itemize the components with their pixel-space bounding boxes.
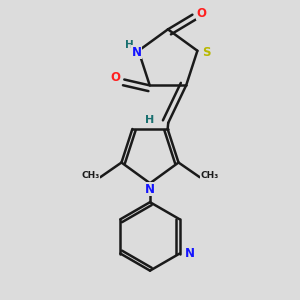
Text: N: N [145, 183, 155, 196]
Text: O: O [196, 7, 206, 20]
Text: N: N [132, 46, 142, 59]
Text: N: N [184, 247, 194, 260]
Text: O: O [110, 71, 120, 84]
Text: H: H [125, 40, 134, 50]
Text: S: S [202, 46, 211, 59]
Text: CH₃: CH₃ [81, 171, 100, 180]
Text: CH₃: CH₃ [200, 171, 219, 180]
Text: H: H [145, 115, 154, 125]
